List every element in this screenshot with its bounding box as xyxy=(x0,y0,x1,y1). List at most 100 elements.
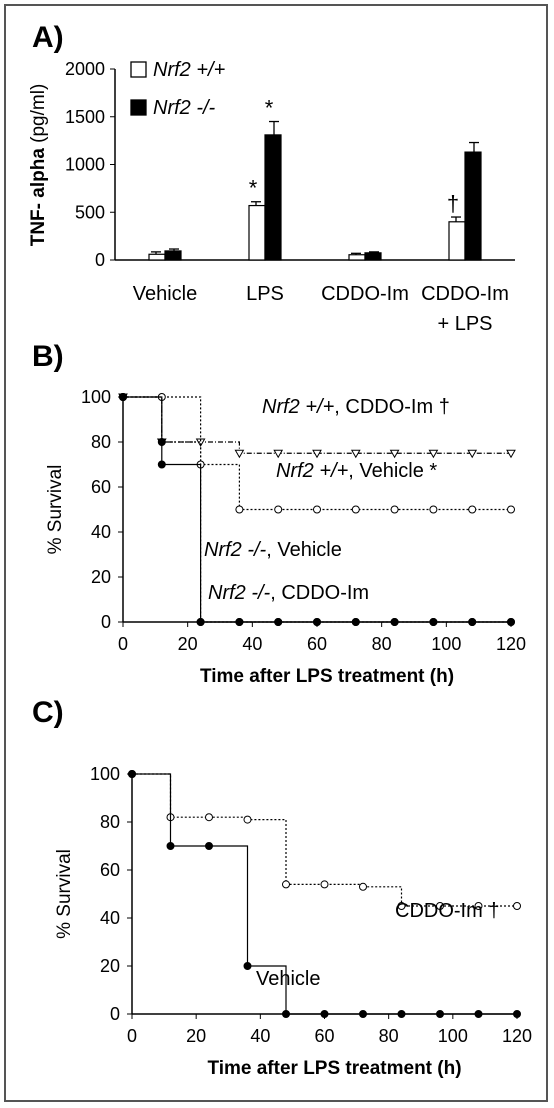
panel-b-point xyxy=(196,618,205,626)
panel-a-category-label: + LPS xyxy=(437,313,492,335)
panel-a-category-label: CDDO-Im xyxy=(321,283,409,305)
panel-b-series-annotation: Nrf2 -/-, Vehicle xyxy=(204,539,342,561)
panel-c-point xyxy=(474,902,483,910)
panel-b-point xyxy=(389,449,400,459)
panel-a-bar xyxy=(264,134,282,261)
panel-b-point xyxy=(429,505,438,514)
panel-b-x-tick-label: 120 xyxy=(496,634,526,654)
panel-c-point xyxy=(243,962,252,970)
panel-b-x-tick-label: 20 xyxy=(178,634,198,654)
panel-a-bar xyxy=(148,253,166,261)
panel-b-y-tick-label: 80 xyxy=(91,432,111,452)
panel-b-point xyxy=(313,505,321,514)
panel-b-x-label: Time after LPS treatment (h) xyxy=(200,666,454,687)
panel-a-legend-swatch xyxy=(130,99,147,116)
panel-c-y-label: % Survival xyxy=(54,849,75,939)
panel-c-point xyxy=(436,1010,444,1018)
panel-b-point xyxy=(507,618,515,626)
panel-c-x-tick-label: 60 xyxy=(314,1026,334,1046)
panel-c-x-tick-label: 20 xyxy=(186,1026,206,1046)
panel-c-point xyxy=(243,815,252,824)
panel-a-y-tick-label: 1000 xyxy=(65,155,105,175)
panel-b-chart: 0 20 40 60 80 100 0 20 40 60 80 100 120 Time after LP… xyxy=(45,387,526,687)
panel-c-x-label: Time after LPS treatment (h) xyxy=(207,1058,461,1079)
panel-b-point xyxy=(312,449,322,459)
panel-c-y-tick-label: 60 xyxy=(100,860,120,880)
panel-c-x-tick-label: 120 xyxy=(502,1026,532,1046)
panel-c-point xyxy=(397,902,406,910)
panel-c-point xyxy=(359,1010,367,1018)
panel-a-bar xyxy=(164,250,182,261)
panel-b-x-tick-label: 80 xyxy=(372,634,392,654)
panel-c-point xyxy=(166,842,175,850)
panel-c-point xyxy=(320,1010,329,1018)
panel-c-point xyxy=(205,813,213,822)
panel-a-significance-marker: † xyxy=(447,191,459,216)
panel-c-x-tick-label: 40 xyxy=(250,1026,270,1046)
panel-b-y-tick-label: 40 xyxy=(91,522,111,542)
panel-b-point xyxy=(468,618,477,626)
panel-a-bar xyxy=(248,204,266,261)
panel-a-category-label: LPS xyxy=(246,283,284,305)
panel-b-point xyxy=(351,618,360,626)
panel-c-point xyxy=(513,902,521,910)
panel-c-x-tick-label: 100 xyxy=(438,1026,468,1046)
panel-b-series-annotation: Nrf2 -/-, CDDO-Im xyxy=(208,582,369,604)
panel-a-bar xyxy=(364,252,382,261)
panel-b-point xyxy=(506,449,516,459)
panel-c-series-annotation: Vehicle xyxy=(256,968,321,990)
panel-b-point xyxy=(235,618,244,626)
panel-label-c: C) xyxy=(32,696,64,729)
panel-b-point xyxy=(274,618,283,626)
panel-c-point xyxy=(282,880,290,889)
panel-b-point xyxy=(273,449,284,459)
panel-c-series-line xyxy=(132,773,517,907)
panel-b-point xyxy=(157,438,166,446)
panel-c-series-annotation: CDDO-Im † xyxy=(395,900,499,922)
panel-b-point xyxy=(313,618,321,626)
panel-a-significance-marker: * xyxy=(249,176,258,201)
panel-c-point xyxy=(436,902,444,910)
panel-a-category-label: CDDO-Im xyxy=(421,283,509,305)
panel-b-series-annotation: Nrf2 +/+, CDDO-Im † xyxy=(262,396,450,418)
panel-a-bar xyxy=(448,221,466,261)
panel-a-y-tick-label: 500 xyxy=(75,202,105,222)
panel-c-x-tick-label: 80 xyxy=(379,1026,399,1046)
panel-c-y-tick-label: 20 xyxy=(100,956,120,976)
panel-c-point xyxy=(205,842,213,850)
panel-c-y-tick-label: 40 xyxy=(100,908,120,928)
panel-label-b: B) xyxy=(32,340,64,373)
panel-c-y-tick-label: 100 xyxy=(90,764,120,784)
panel-c-point xyxy=(359,882,367,891)
panel-c-point xyxy=(128,770,136,778)
panel-c-point xyxy=(474,1010,483,1018)
panel-b-point xyxy=(274,505,283,514)
panel-a-y-tick-label: 2000 xyxy=(65,59,105,79)
panel-b-point xyxy=(234,449,245,459)
panel-c-point xyxy=(513,1010,521,1018)
panel-c-x-tick-label: 0 xyxy=(127,1026,137,1046)
panel-b-point xyxy=(119,393,127,401)
panel-b-series-annotation: Nrf2 +/+, Vehicle * xyxy=(276,460,437,482)
panel-b-y-label: % Survival xyxy=(45,465,66,555)
panel-b-point xyxy=(390,505,399,514)
panel-b-x-tick-label: 60 xyxy=(307,634,327,654)
panel-a-legend-swatch xyxy=(130,61,147,78)
panel-b-point xyxy=(429,618,438,626)
panel-a-significance-marker: * xyxy=(265,96,274,121)
panel-a-bar xyxy=(348,254,366,261)
panel-b-point xyxy=(157,460,166,469)
panel-a-y-tick-label: 1500 xyxy=(65,107,105,127)
panel-a-y-label: TNF- alpha (pg/ml) xyxy=(28,84,49,247)
panel-b-point xyxy=(467,449,478,459)
panel-b-point xyxy=(390,618,399,626)
panel-b-x-tick-label: 40 xyxy=(242,634,262,654)
panel-c-y-tick-label: 0 xyxy=(110,1004,120,1024)
panel-b-y-tick-label: 0 xyxy=(101,612,111,632)
panel-b-point xyxy=(351,505,360,514)
panel-label-a: A) xyxy=(32,21,64,54)
panel-b-point xyxy=(468,505,477,514)
figure-frame xyxy=(4,4,548,1102)
panel-a-legend-label: Nrf2 -/- xyxy=(153,97,216,119)
